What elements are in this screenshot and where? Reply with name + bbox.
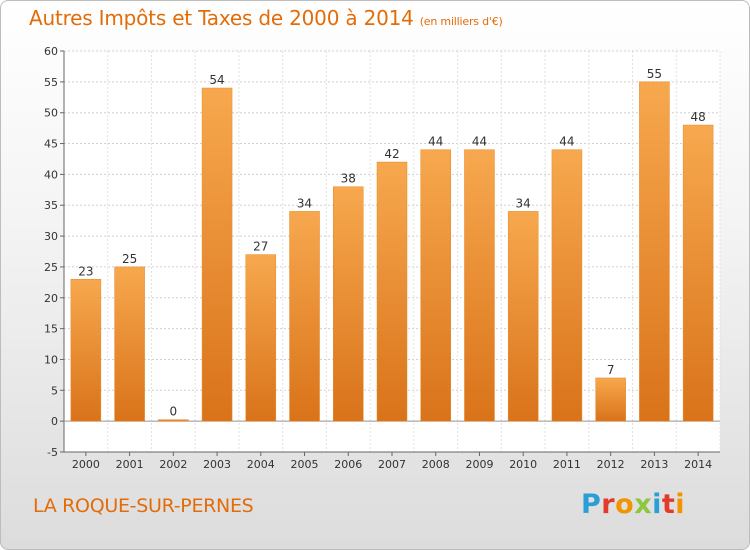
bar-2012 bbox=[595, 377, 626, 422]
y-tick-label: 10 bbox=[44, 353, 58, 366]
bar-2006 bbox=[333, 186, 364, 422]
logo-letter: i bbox=[675, 489, 686, 520]
bar-2004 bbox=[245, 254, 277, 422]
x-tick-label-2007: 2007 bbox=[378, 458, 406, 471]
bar-2001 bbox=[114, 266, 145, 422]
value-label-2002: 0 bbox=[170, 405, 178, 419]
x-tick-label-2012: 2012 bbox=[597, 458, 625, 471]
value-label-2012: 7 bbox=[607, 363, 615, 377]
y-tick-label: 15 bbox=[44, 323, 58, 336]
chart-unit: (en milliers d'€) bbox=[419, 15, 503, 28]
bars bbox=[70, 81, 714, 422]
chart-title: Autres Impôts et Taxes de 2000 à 2014 (en… bbox=[29, 6, 503, 30]
y-tick-label: 30 bbox=[44, 230, 58, 243]
proxiti-logo[interactable]: Proxiti bbox=[581, 489, 685, 520]
value-label-2000: 23 bbox=[78, 264, 93, 278]
x-tick-label-2010: 2010 bbox=[509, 458, 537, 471]
chart-title-text: Autres Impôts et Taxes de 2000 à 2014 bbox=[29, 6, 414, 30]
y-tick-label: 35 bbox=[44, 199, 58, 212]
y-tick-label: -5 bbox=[47, 446, 58, 459]
bar-2008 bbox=[420, 149, 451, 422]
value-label-2007: 42 bbox=[384, 147, 399, 161]
bar-2007 bbox=[376, 161, 408, 422]
x-tick-label-2001: 2001 bbox=[116, 458, 144, 471]
bar-2013 bbox=[639, 81, 670, 422]
y-tick-label: 40 bbox=[44, 168, 58, 181]
logo-letter: P bbox=[581, 489, 602, 520]
bar-2010 bbox=[507, 211, 539, 422]
x-tick-label-2013: 2013 bbox=[640, 458, 668, 471]
town-name: LA ROQUE-SUR-PERNES bbox=[33, 495, 254, 517]
y-tick-label: 60 bbox=[44, 45, 58, 58]
y-tick-label: 45 bbox=[44, 138, 58, 151]
x-tick-label-2011: 2011 bbox=[553, 458, 581, 471]
x-tick-label-2014: 2014 bbox=[684, 458, 712, 471]
logo-letter: x bbox=[634, 489, 653, 520]
value-label-2010: 34 bbox=[516, 196, 531, 210]
bar-2011 bbox=[551, 149, 583, 422]
value-label-2008: 44 bbox=[428, 135, 443, 149]
value-label-2003: 54 bbox=[209, 73, 224, 87]
x-tick-label-2008: 2008 bbox=[422, 458, 450, 471]
bar-2014 bbox=[682, 124, 714, 422]
bar-2005 bbox=[289, 211, 320, 422]
labels: -5 0 5 10 15 20 25 30 35 40 45 50 55 60 23 2000 25 2001 0 2… bbox=[44, 45, 712, 471]
logo-letter: r bbox=[601, 489, 616, 520]
value-label-2009: 44 bbox=[472, 135, 487, 149]
value-label-2011: 44 bbox=[559, 135, 574, 149]
logo-letter: o bbox=[615, 489, 635, 520]
value-label-2014: 48 bbox=[690, 110, 705, 124]
x-tick-label-2000: 2000 bbox=[72, 458, 100, 471]
y-tick-label: 0 bbox=[51, 415, 58, 428]
bar-2002 bbox=[158, 419, 189, 422]
x-tick-label-2006: 2006 bbox=[334, 458, 362, 471]
logo-letter: t bbox=[661, 489, 676, 520]
value-label-2006: 38 bbox=[341, 172, 356, 186]
bar-2009 bbox=[464, 149, 495, 422]
y-tick-label: 55 bbox=[44, 76, 58, 89]
bar-2000 bbox=[70, 279, 102, 422]
value-label-2013: 55 bbox=[647, 67, 662, 81]
value-label-2005: 34 bbox=[297, 196, 312, 210]
y-tick-label: 25 bbox=[44, 261, 58, 274]
x-tick-label-2004: 2004 bbox=[247, 458, 275, 471]
y-tick-label: 20 bbox=[44, 292, 58, 305]
y-tick-label: 50 bbox=[44, 107, 58, 120]
x-tick-label-2005: 2005 bbox=[291, 458, 319, 471]
bar-2003 bbox=[201, 87, 233, 422]
value-label-2001: 25 bbox=[122, 252, 137, 266]
logo-letter: i bbox=[652, 489, 662, 520]
y-tick-label: 5 bbox=[51, 384, 58, 397]
value-label-2004: 27 bbox=[253, 240, 268, 254]
x-tick-label-2002: 2002 bbox=[159, 458, 187, 471]
x-tick-label-2003: 2003 bbox=[203, 458, 231, 471]
x-tick-label-2009: 2009 bbox=[465, 458, 493, 471]
